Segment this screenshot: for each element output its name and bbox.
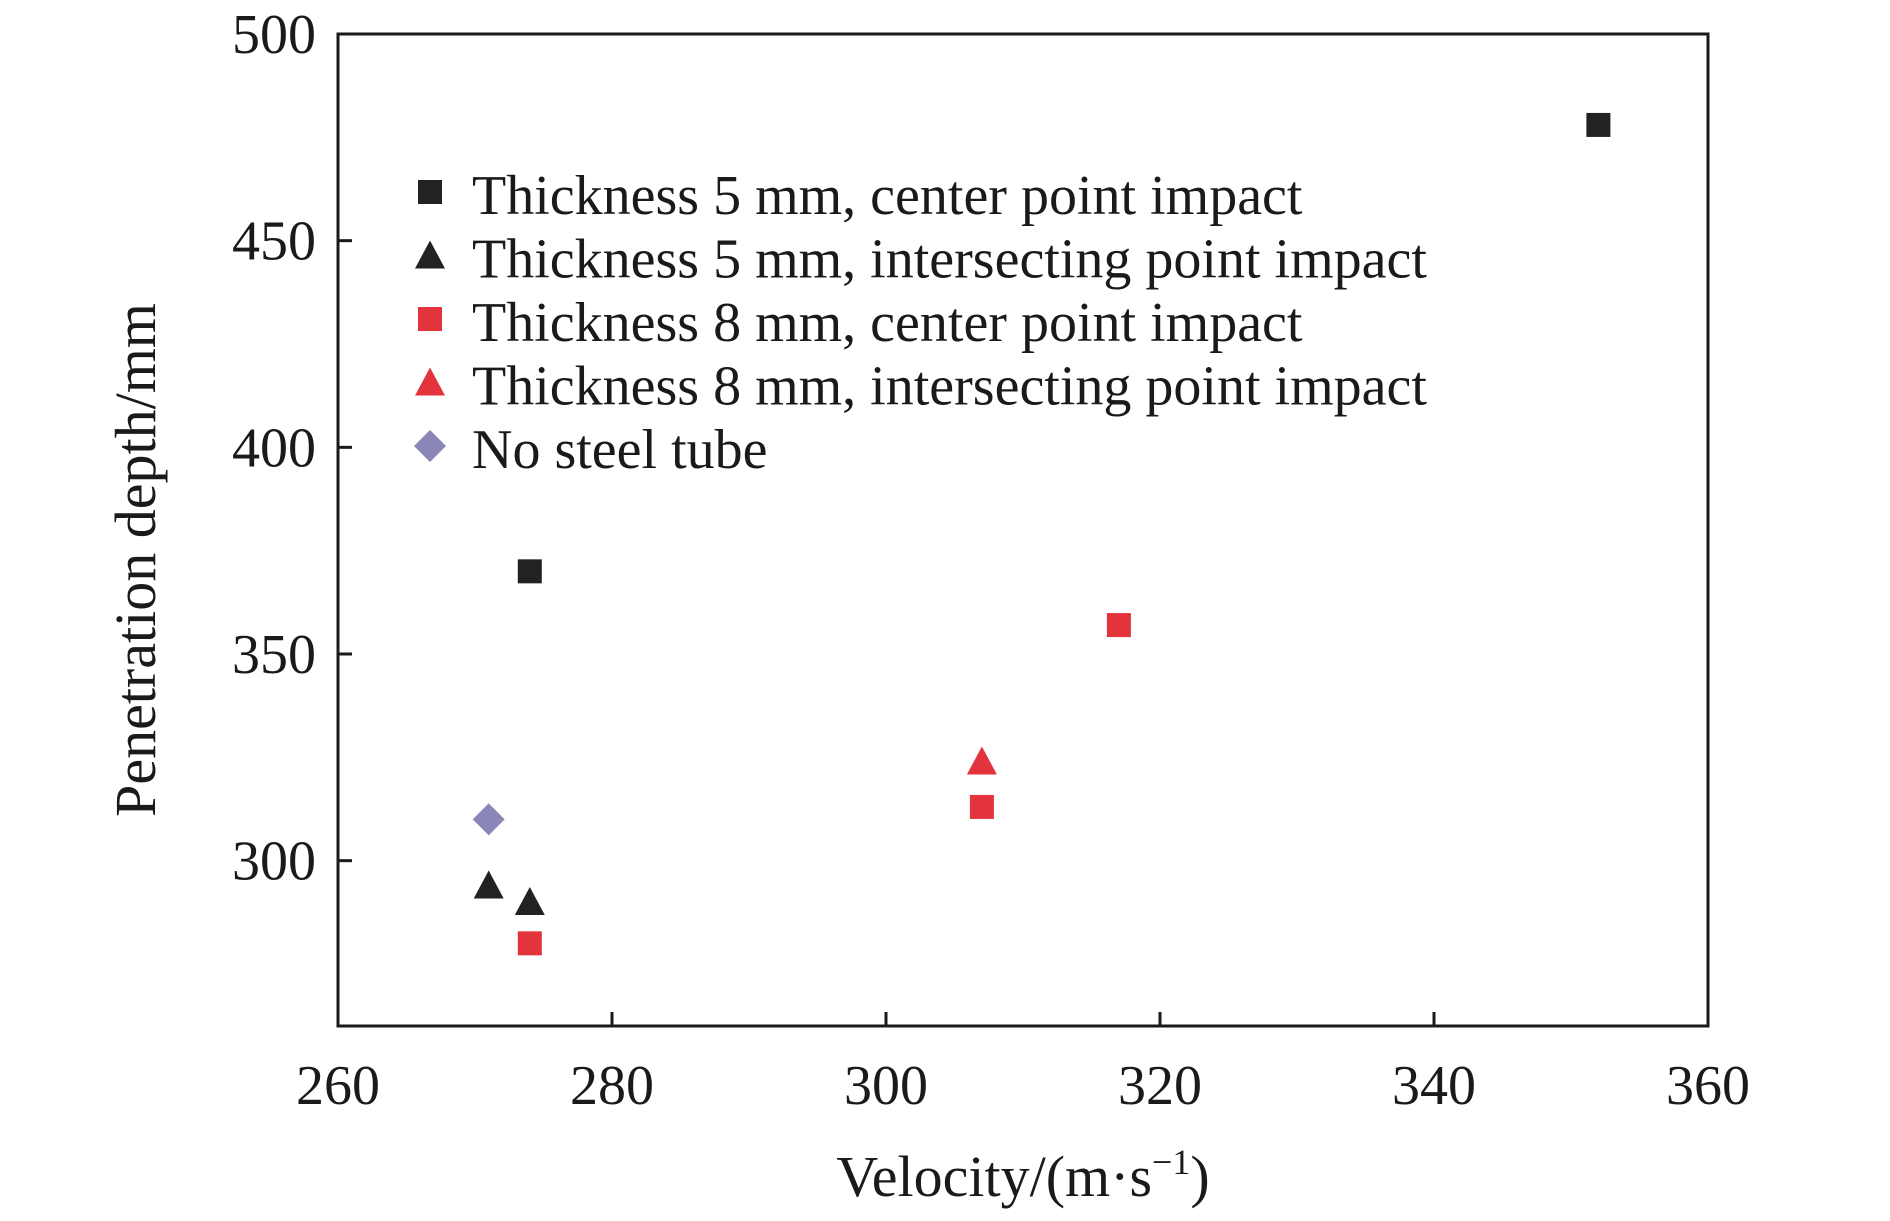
legend-label: Thickness 5 mm, center point impact xyxy=(472,165,1303,227)
y-tick-label: 400 xyxy=(232,417,316,479)
legend-marker xyxy=(414,430,446,462)
x-tick-label: 260 xyxy=(296,1055,380,1117)
data-point xyxy=(966,746,997,775)
data-point xyxy=(473,870,504,899)
legend-label: Thickness 5 mm, intersecting point impac… xyxy=(472,229,1427,291)
data-point xyxy=(472,803,505,836)
data-point xyxy=(517,931,542,956)
x-tick-label: 360 xyxy=(1666,1055,1750,1117)
plot-frame xyxy=(336,32,1710,1028)
legend-marker xyxy=(415,367,445,396)
data-point xyxy=(1586,112,1611,137)
x-axis-label: Velocity/(m·s−1) xyxy=(836,1142,1209,1209)
data-point xyxy=(517,559,542,584)
x-tick-label: 320 xyxy=(1118,1055,1202,1117)
data-point xyxy=(969,794,994,819)
data-points xyxy=(472,112,1611,956)
x-tick-label: 300 xyxy=(844,1055,928,1117)
y-tick-label: 500 xyxy=(232,4,316,66)
x-axis-label-superscript: −1 xyxy=(1152,1142,1190,1182)
data-point xyxy=(1106,613,1131,638)
y-tick-label: 300 xyxy=(232,831,316,893)
y-axis-label: Penetration depth/mm xyxy=(103,303,168,817)
y-tick-label: 350 xyxy=(232,624,316,686)
y-axis: 300 350 400 450 500 xyxy=(232,4,352,893)
x-axis: 260 280 300 320 340 360 xyxy=(296,1012,1750,1117)
x-tick-label: 280 xyxy=(570,1055,654,1117)
x-tick-label: 340 xyxy=(1392,1055,1476,1117)
legend-label: Thickness 8 mm, intersecting point impac… xyxy=(472,356,1427,418)
y-tick-label: 450 xyxy=(232,211,316,273)
legend-label: Thickness 8 mm, center point impact xyxy=(472,292,1303,354)
legend-marker xyxy=(418,180,442,204)
legend: Thickness 5 mm, center point impactThick… xyxy=(414,165,1427,481)
data-point xyxy=(514,887,545,915)
legend-label: No steel tube xyxy=(472,419,767,481)
legend-marker xyxy=(415,240,445,269)
legend-marker xyxy=(418,307,442,331)
